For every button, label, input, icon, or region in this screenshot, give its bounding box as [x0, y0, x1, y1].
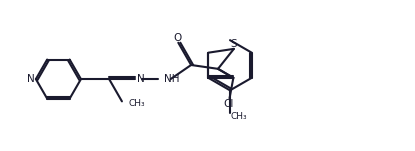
Text: N: N [137, 74, 145, 84]
Text: CH₃: CH₃ [128, 100, 145, 108]
Text: NH: NH [164, 74, 180, 84]
Text: CH₃: CH₃ [230, 112, 247, 121]
Text: O: O [173, 33, 181, 43]
Text: Cl: Cl [223, 100, 234, 109]
Text: N: N [27, 74, 35, 84]
Text: S: S [231, 39, 237, 49]
